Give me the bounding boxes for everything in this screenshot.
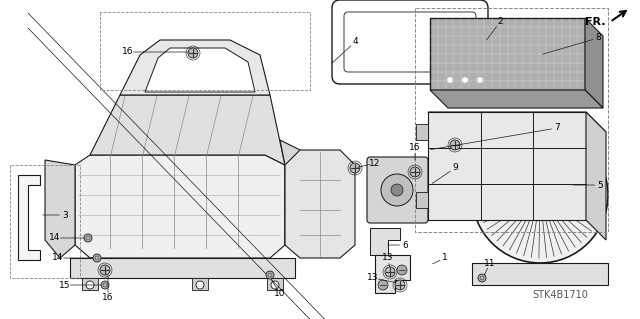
Circle shape	[84, 234, 92, 242]
Polygon shape	[280, 140, 300, 245]
Text: 16: 16	[122, 48, 134, 56]
Polygon shape	[585, 18, 603, 108]
Circle shape	[188, 48, 198, 58]
Polygon shape	[375, 255, 410, 293]
Circle shape	[266, 271, 274, 279]
Text: 16: 16	[409, 144, 420, 152]
Text: 6: 6	[402, 241, 408, 249]
Text: 13: 13	[382, 254, 394, 263]
Polygon shape	[586, 112, 606, 240]
Circle shape	[101, 281, 109, 289]
Polygon shape	[370, 228, 400, 255]
Text: FR.: FR.	[584, 17, 605, 27]
Circle shape	[391, 184, 403, 196]
Text: 5: 5	[597, 181, 603, 189]
Circle shape	[450, 140, 460, 150]
Circle shape	[381, 174, 413, 206]
Circle shape	[378, 280, 388, 290]
Text: 3: 3	[62, 211, 68, 219]
Circle shape	[410, 167, 420, 177]
Circle shape	[477, 77, 483, 83]
Circle shape	[472, 127, 608, 263]
Polygon shape	[75, 155, 285, 258]
Polygon shape	[192, 278, 208, 290]
Text: 9: 9	[452, 164, 458, 173]
Text: 10: 10	[275, 288, 285, 298]
Circle shape	[530, 185, 550, 205]
Text: 14: 14	[52, 254, 64, 263]
Circle shape	[100, 265, 110, 275]
Text: 16: 16	[102, 293, 114, 302]
Text: 14: 14	[49, 234, 61, 242]
Polygon shape	[472, 263, 608, 285]
Polygon shape	[145, 48, 255, 92]
Circle shape	[447, 77, 453, 83]
Text: 1: 1	[442, 254, 448, 263]
Circle shape	[196, 281, 204, 289]
Circle shape	[462, 77, 468, 83]
Polygon shape	[428, 112, 606, 132]
Bar	[430, 18, 585, 90]
Text: 15: 15	[60, 280, 71, 290]
Text: 12: 12	[369, 159, 381, 167]
Circle shape	[93, 254, 101, 262]
Circle shape	[86, 281, 94, 289]
Text: 4: 4	[352, 38, 358, 47]
Text: 2: 2	[497, 18, 503, 26]
Text: STK4B1710: STK4B1710	[532, 290, 588, 300]
Circle shape	[271, 281, 279, 289]
Polygon shape	[18, 175, 40, 260]
Text: 8: 8	[595, 33, 601, 42]
Circle shape	[398, 266, 406, 274]
Circle shape	[350, 163, 360, 173]
Polygon shape	[70, 258, 295, 278]
Polygon shape	[120, 40, 270, 95]
Polygon shape	[90, 95, 285, 165]
Polygon shape	[45, 160, 75, 258]
Circle shape	[395, 280, 405, 290]
Polygon shape	[82, 278, 98, 290]
Polygon shape	[267, 278, 283, 290]
Polygon shape	[416, 124, 428, 140]
Polygon shape	[430, 90, 603, 108]
Polygon shape	[428, 112, 586, 220]
Text: 13: 13	[367, 273, 379, 283]
Circle shape	[385, 267, 395, 277]
Circle shape	[379, 281, 387, 289]
Circle shape	[397, 265, 407, 275]
Polygon shape	[416, 192, 428, 208]
Text: 11: 11	[484, 258, 496, 268]
Circle shape	[478, 274, 486, 282]
Polygon shape	[285, 150, 355, 258]
FancyBboxPatch shape	[367, 157, 428, 223]
Circle shape	[515, 170, 565, 220]
Text: 7: 7	[554, 123, 560, 132]
